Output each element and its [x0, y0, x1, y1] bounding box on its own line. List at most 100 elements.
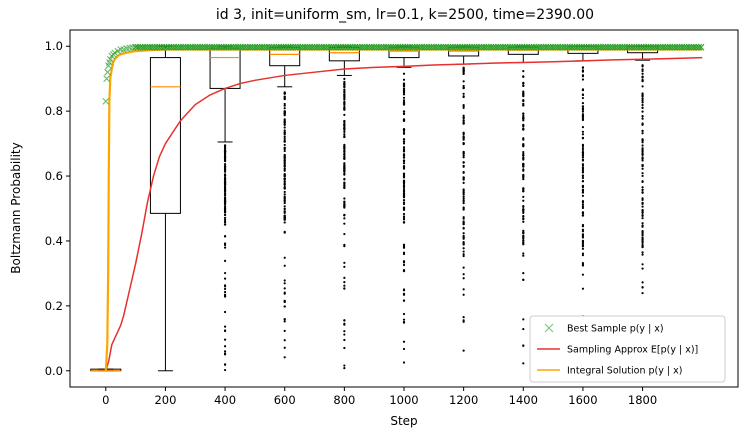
box-outlier: [283, 121, 286, 124]
box-outlier: [462, 217, 465, 220]
box-outlier: [402, 146, 406, 149]
box-outlier: [223, 205, 227, 208]
box-outlier: [581, 287, 585, 290]
box-outlier: [283, 216, 286, 219]
box-outlier: [581, 146, 585, 150]
box-outlier: [343, 232, 346, 236]
box-outlier: [283, 230, 286, 233]
box-outlier: [641, 123, 644, 126]
box-outlier: [581, 154, 585, 157]
box-outlier: [641, 251, 644, 254]
box-outlier: [641, 148, 644, 151]
box-outlier: [641, 92, 644, 95]
box-outlier: [402, 218, 406, 221]
box-outlier: [402, 190, 406, 193]
box-outlier: [522, 144, 525, 147]
box-outlier: [462, 138, 465, 141]
box-outlier: [641, 197, 644, 200]
box-outlier: [402, 167, 406, 170]
box-outlier: [522, 235, 525, 238]
box-outlier: [343, 222, 346, 225]
box-outlier: [402, 72, 406, 75]
box-outlier: [343, 281, 346, 284]
box-outlier: [462, 114, 465, 117]
box-outlier: [522, 177, 525, 181]
legend-label: Sampling Approx E[p(y | x)]: [567, 345, 698, 356]
box-outlier: [581, 159, 585, 162]
box-outlier: [343, 213, 346, 217]
box-outlier: [581, 136, 585, 140]
box-outlier: [223, 216, 227, 219]
box-outlier: [402, 192, 406, 195]
box-outlier: [462, 106, 465, 110]
box-outlier: [283, 214, 286, 217]
x-tick-label: 1000: [389, 393, 418, 407]
box-outlier: [522, 208, 525, 211]
box-outlier: [581, 74, 585, 77]
box-outlier: [641, 240, 644, 243]
box-outlier: [641, 263, 644, 266]
box-outlier: [462, 254, 465, 258]
box-outlier: [641, 291, 644, 295]
box-outlier: [581, 163, 585, 166]
box-outlier: [581, 228, 585, 231]
box-outlier: [343, 323, 346, 326]
box-outlier: [581, 126, 585, 129]
box-outlier: [641, 237, 644, 240]
x-tick-label: 200: [154, 393, 176, 407]
box-outlier: [283, 169, 286, 172]
box-outlier: [522, 344, 525, 347]
box-outlier: [522, 278, 525, 281]
box-outlier: [402, 156, 406, 159]
x-tick-label: 0: [102, 393, 109, 407]
box-outlier: [223, 187, 227, 190]
box-outlier: [581, 143, 585, 146]
box-outlier: [402, 270, 406, 273]
box-outlier: [522, 229, 525, 232]
box-outlier: [641, 138, 644, 142]
box-outlier: [581, 170, 585, 174]
box-outlier: [402, 212, 406, 216]
box-outlier: [522, 153, 525, 157]
box-outlier: [462, 176, 465, 179]
box-outlier: [462, 197, 465, 200]
box-outlier: [402, 112, 406, 116]
box-outlier: [283, 201, 286, 205]
box-outlier: [462, 266, 465, 269]
legend-label: Best Sample p(y | x): [567, 324, 664, 335]
box-outlier: [522, 114, 525, 117]
box-outlier: [641, 213, 644, 217]
box-outlier: [223, 176, 227, 179]
box-outlier: [522, 112, 525, 115]
box-outlier: [343, 276, 346, 280]
box-outlier: [462, 119, 465, 122]
box-outlier: [462, 150, 465, 153]
box-outlier: [581, 69, 585, 72]
box-outlier: [223, 198, 227, 201]
box-outlier: [581, 239, 585, 242]
box-outlier: [641, 230, 644, 233]
box-outlier: [462, 316, 465, 319]
box-outlier: [402, 159, 406, 162]
box-outlier: [581, 166, 585, 169]
box-outlier: [462, 253, 465, 256]
box-outlier: [522, 98, 525, 102]
box-outlier: [402, 299, 406, 302]
box-outlier: [462, 86, 465, 90]
box-outlier: [581, 164, 585, 167]
box-outlier: [343, 91, 346, 94]
box-outlier: [522, 187, 525, 190]
box-outlier: [641, 115, 644, 118]
box-outlier: [462, 92, 465, 95]
box-outlier: [581, 241, 585, 244]
box-outlier: [581, 169, 585, 172]
box-outlier: [522, 104, 525, 107]
box-outlier: [462, 235, 465, 239]
box-outlier: [402, 99, 406, 102]
box-outlier: [402, 101, 406, 104]
box-outlier: [641, 225, 644, 228]
box-outlier: [343, 265, 346, 268]
box-outlier: [641, 222, 644, 225]
box-outlier: [402, 243, 406, 246]
x-axis-ticks: 0 200 400 600 800 1000 1200 1400 1600 1800: [102, 387, 657, 407]
